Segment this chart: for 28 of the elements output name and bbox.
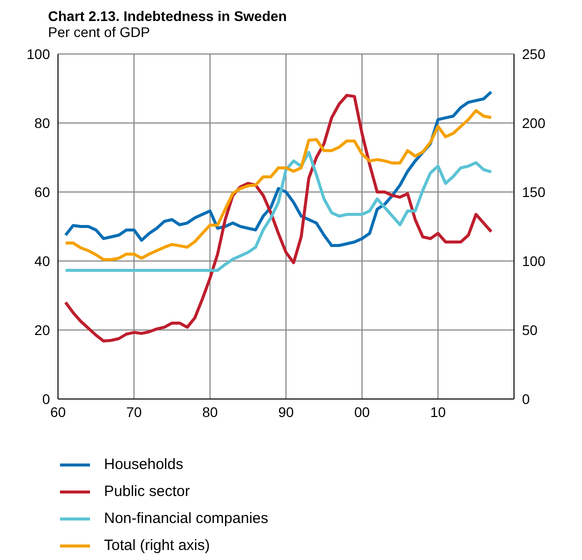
line-series <box>64 94 493 343</box>
x-tick-label: 90 <box>278 404 294 420</box>
legend-label: Public sector <box>104 482 190 502</box>
y-tick-label: 0 <box>42 390 50 407</box>
line-series <box>64 90 493 247</box>
y2-tick-label: 200 <box>522 114 546 131</box>
legend-label: Households <box>104 455 184 475</box>
y2-tick-label: 0 <box>522 390 530 407</box>
legend-label: Total (right axis) <box>104 536 210 556</box>
x-tick-label: 60 <box>50 404 66 420</box>
y-tick-label: 40 <box>34 252 50 269</box>
chart-subtitle: Per cent of GDP <box>48 24 151 40</box>
y2-tick-label: 150 <box>522 184 546 200</box>
y2-tick-label: 100 <box>522 252 546 269</box>
chart-title: Chart 2.13. Indebtedness in Sweden <box>48 8 288 24</box>
x-tick-label: 10 <box>430 404 446 420</box>
y-tick-label: 20 <box>34 322 50 338</box>
y2-tick-label: 250 <box>522 46 546 62</box>
x-tick-label: 80 <box>202 404 218 420</box>
x-tick-label: 00 <box>354 404 370 420</box>
y-tick-label: 80 <box>34 114 50 131</box>
line-series <box>64 150 493 272</box>
y2-tick-label: 50 <box>522 322 538 338</box>
y-tick-label: 60 <box>34 184 50 200</box>
y-tick-label: 100 <box>26 46 50 62</box>
x-tick-label: 70 <box>126 404 142 420</box>
line-series <box>64 109 493 262</box>
legend-label: Non-financial companies <box>104 509 268 529</box>
